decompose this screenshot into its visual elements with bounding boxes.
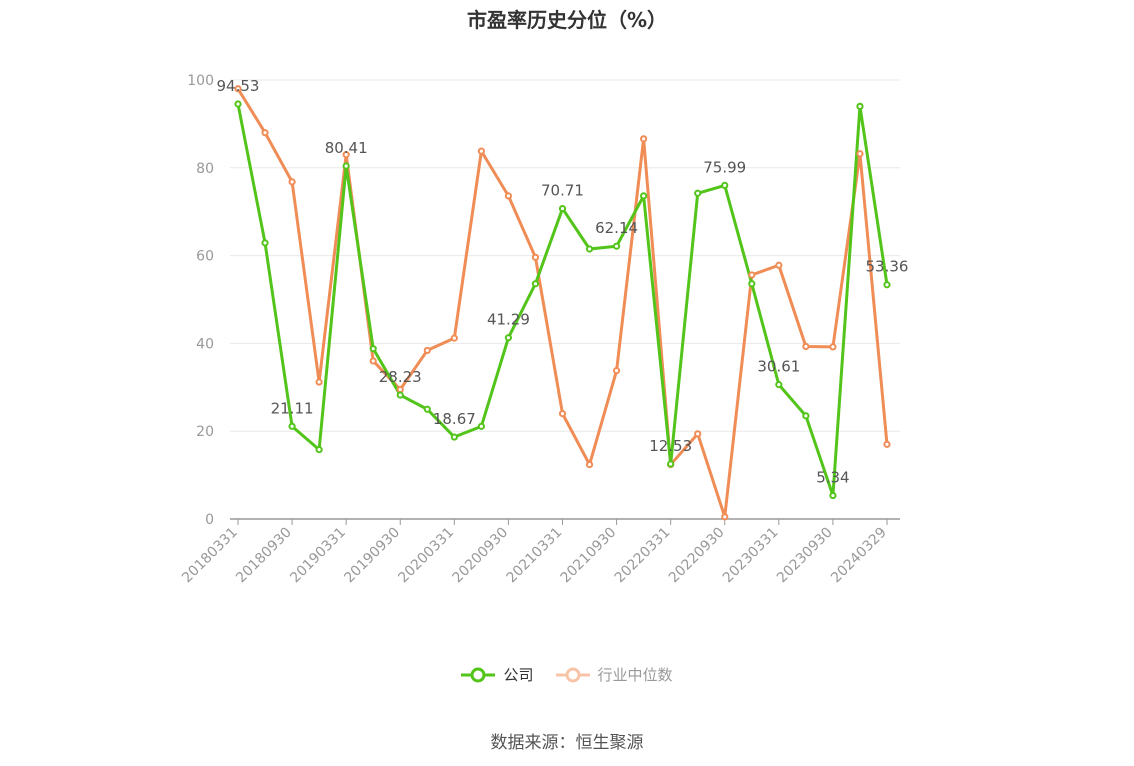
x-tick-label: 20190331 bbox=[287, 525, 349, 587]
data-label: 5.34 bbox=[816, 469, 849, 487]
data-point bbox=[369, 345, 377, 353]
data-label: 75.99 bbox=[703, 158, 746, 176]
data-point bbox=[423, 405, 431, 413]
data-point bbox=[450, 433, 458, 441]
y-axis-ticks: 0 20 40 60 80 100 bbox=[187, 73, 214, 528]
grid-lines bbox=[230, 79, 900, 432]
data-point bbox=[288, 178, 296, 186]
x-tick-label: 20200930 bbox=[450, 525, 512, 587]
data-point bbox=[234, 85, 242, 93]
data-point bbox=[856, 102, 864, 110]
data-point bbox=[396, 385, 404, 394]
data-point bbox=[585, 460, 594, 469]
x-tick-label: 20200331 bbox=[395, 525, 457, 587]
legend: 公司 行业中位数 bbox=[0, 664, 1134, 685]
data-point bbox=[775, 261, 783, 269]
data-point bbox=[883, 281, 891, 289]
y-tick-label: 80 bbox=[196, 161, 214, 177]
data-point bbox=[477, 422, 485, 430]
data-point bbox=[558, 410, 567, 418]
legend-label-industry-median: 行业中位数 bbox=[597, 666, 673, 684]
x-tick-label: 20230930 bbox=[774, 525, 836, 587]
legend-swatch-industry-median bbox=[555, 667, 590, 682]
data-label: 41.29 bbox=[487, 311, 530, 329]
legend-item-industry-median[interactable]: 行业中位数 bbox=[555, 664, 673, 685]
data-point bbox=[261, 239, 269, 247]
x-tick-label: 20190930 bbox=[341, 525, 403, 587]
data-point bbox=[612, 367, 621, 375]
data-point bbox=[721, 513, 729, 521]
y-tick-label: 20 bbox=[196, 424, 214, 440]
data-point bbox=[342, 151, 350, 159]
chart-title: 市盈率历史分位（%） bbox=[466, 8, 668, 32]
data-label: 30.61 bbox=[757, 358, 800, 376]
data-label: 62.14 bbox=[595, 219, 638, 237]
data-point bbox=[829, 491, 837, 500]
data-point bbox=[234, 100, 242, 108]
data-point bbox=[342, 162, 350, 170]
x-tick-label: 20220331 bbox=[612, 525, 674, 587]
data-label: 94.53 bbox=[217, 77, 260, 95]
data-label: 80.41 bbox=[325, 139, 368, 157]
legend-label-company: 公司 bbox=[503, 666, 534, 684]
y-tick-label: 60 bbox=[196, 249, 214, 265]
line-chart: 0 20 40 60 80 100 201803312018093020190331201… bbox=[179, 73, 909, 587]
data-point bbox=[694, 430, 702, 438]
data-source: 数据来源：恒生聚源 bbox=[490, 733, 644, 753]
data-point bbox=[640, 192, 648, 200]
data-point bbox=[667, 460, 675, 468]
data-point bbox=[748, 280, 756, 288]
x-tick-label: 20230331 bbox=[720, 525, 782, 587]
data-point bbox=[369, 357, 377, 365]
data-point bbox=[531, 253, 540, 261]
x-tick-label: 20220930 bbox=[666, 525, 728, 587]
data-point bbox=[802, 412, 810, 420]
data-label: 28.23 bbox=[379, 368, 422, 386]
x-tick-label: 20210331 bbox=[504, 525, 566, 587]
data-point bbox=[504, 334, 513, 342]
data-point bbox=[883, 440, 891, 448]
data-label: 18.67 bbox=[433, 410, 476, 428]
data-point bbox=[748, 271, 756, 279]
data-label: 21.11 bbox=[271, 399, 314, 417]
data-point bbox=[315, 446, 323, 454]
x-axis: 2018033120180930201903312019093020200331… bbox=[179, 518, 900, 587]
data-label: 12.53 bbox=[649, 437, 692, 455]
data-point bbox=[640, 135, 648, 143]
data-point bbox=[802, 342, 810, 351]
data-point bbox=[450, 334, 458, 342]
data-label: 70.71 bbox=[541, 182, 584, 200]
data-point bbox=[261, 129, 269, 137]
x-tick-label: 20180331 bbox=[179, 525, 241, 587]
x-tick-label: 20210930 bbox=[558, 525, 620, 587]
y-tick-label: 40 bbox=[196, 336, 214, 352]
y-tick-label: 100 bbox=[187, 73, 214, 89]
y-tick-label: 0 bbox=[205, 512, 214, 528]
data-point bbox=[423, 346, 431, 355]
series-points bbox=[234, 85, 891, 521]
data-point bbox=[585, 245, 594, 253]
data-label: 53.36 bbox=[866, 258, 909, 276]
data-point bbox=[558, 204, 567, 213]
data-point bbox=[315, 378, 323, 386]
data-point bbox=[531, 280, 540, 288]
data-point bbox=[396, 391, 404, 399]
data-point bbox=[477, 147, 485, 155]
legend-item-company[interactable]: 公司 bbox=[461, 664, 534, 685]
data-labels: 94.53 21.11 80.41 28.23 18.67 41.29 70.71 62.14… bbox=[217, 77, 909, 487]
legend-swatch-company bbox=[461, 667, 496, 682]
data-point bbox=[856, 150, 864, 158]
data-point bbox=[694, 189, 702, 197]
data-point bbox=[829, 343, 837, 351]
data-point bbox=[612, 242, 621, 250]
data-point bbox=[721, 181, 729, 190]
data-point bbox=[288, 422, 296, 430]
x-tick-label: 20240329 bbox=[828, 525, 890, 587]
data-point bbox=[775, 381, 783, 389]
x-tick-label: 20180930 bbox=[233, 525, 295, 587]
data-point bbox=[504, 192, 513, 200]
